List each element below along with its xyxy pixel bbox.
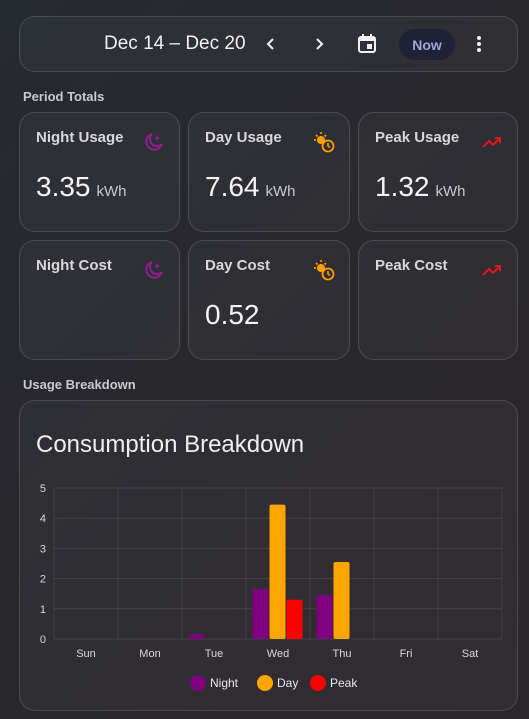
usage-breakdown-heading: Usage Breakdown xyxy=(23,377,136,392)
x-tick-label: Tue xyxy=(205,648,224,660)
trending-up-icon xyxy=(482,137,501,148)
tile-title: Day Usage xyxy=(205,129,282,146)
x-tick-label: Fri xyxy=(400,648,413,660)
consumption-chart: 0 1 2 3 4 5 Sun Mon Tue Wed Thu Fri Sat Night Day Peak xyxy=(40,483,503,691)
bar-night-tue xyxy=(188,634,205,639)
tile-title: Peak Usage xyxy=(375,129,460,146)
tile-title: Night Usage xyxy=(36,129,124,146)
x-tick-label: Mon xyxy=(139,648,160,660)
night-icon xyxy=(145,261,163,279)
bar-night-thu xyxy=(316,595,333,639)
more-vert-icon xyxy=(477,36,481,52)
y-tick-label: 1 xyxy=(40,604,46,616)
period-totals-heading: Period Totals xyxy=(23,89,105,104)
legend-label-peak: Peak xyxy=(330,676,358,690)
y-tick-label: 0 xyxy=(40,634,46,646)
day-icon xyxy=(314,132,335,153)
peak-cost-tile[interactable]: Peak Cost xyxy=(358,240,518,360)
value-number: 7.64 xyxy=(205,171,260,202)
y-tick-label: 2 xyxy=(40,574,46,586)
tile-title: Night Cost xyxy=(36,257,112,274)
x-tick-label: Wed xyxy=(267,648,289,660)
consumption-chart-card: Consumption Breakdown 0 1 2 3 4 5 Sun Mon Tue Wed… xyxy=(19,400,518,711)
x-tick-label: Thu xyxy=(333,648,352,660)
calendar-icon xyxy=(358,34,376,53)
day-cost-tile[interactable]: Day Cost 0.52 xyxy=(188,240,350,360)
chart-title: Consumption Breakdown xyxy=(36,431,305,458)
value-number: 1.32 xyxy=(375,171,430,202)
x-tick-label: Sun xyxy=(76,648,96,660)
night-icon xyxy=(145,133,163,151)
peak-usage-tile[interactable]: Peak Usage 1.32 kWh xyxy=(358,112,518,232)
day-usage-tile[interactable]: Day Usage 7.64 kWh xyxy=(188,112,350,232)
night-cost-tile[interactable]: Night Cost xyxy=(19,240,180,360)
next-period-button[interactable] xyxy=(306,31,332,57)
value-unit: kWh xyxy=(435,183,466,200)
y-tick-label: 3 xyxy=(40,543,46,555)
legend-label-day: Day xyxy=(277,676,298,690)
previous-period-button[interactable] xyxy=(258,31,284,57)
legend-swatch-day xyxy=(257,675,273,691)
value-number: 3.35 xyxy=(36,171,91,202)
tile-title: Peak Cost xyxy=(375,257,448,274)
value-unit: kWh xyxy=(265,183,296,200)
night-usage-tile[interactable]: Night Usage 3.35 kWh xyxy=(19,112,180,232)
day-icon xyxy=(314,260,335,281)
calendar-button[interactable] xyxy=(354,31,380,57)
x-tick-label: Sat xyxy=(462,648,479,660)
period-label: Dec 14 – Dec 20 xyxy=(104,33,246,54)
tile-value: 1.32 kWh xyxy=(375,171,466,203)
bar-day-wed xyxy=(269,504,286,639)
chevron-left-icon xyxy=(266,38,274,50)
tile-value: 0.52 xyxy=(205,299,260,331)
y-tick-label: 4 xyxy=(40,513,46,525)
y-tick-label: 5 xyxy=(40,483,46,495)
tile-title: Day Cost xyxy=(205,257,271,274)
now-button[interactable]: Now xyxy=(399,29,455,60)
more-options-button[interactable] xyxy=(466,31,492,57)
tile-value: 7.64 kWh xyxy=(205,171,296,203)
bar-night-wed xyxy=(252,589,269,639)
legend-swatch-peak xyxy=(310,675,326,691)
value-number: 0.52 xyxy=(205,299,260,330)
legend-swatch-night xyxy=(190,675,206,691)
bar-peak-wed xyxy=(286,599,303,639)
legend-label-night: Night xyxy=(210,676,239,690)
tile-value: 3.35 kWh xyxy=(36,171,127,203)
chevron-right-icon xyxy=(316,38,324,50)
bar-day-thu xyxy=(333,561,350,639)
period-header: Dec 14 – Dec 20 Now xyxy=(19,16,518,72)
trending-up-icon xyxy=(482,265,501,276)
value-unit: kWh xyxy=(96,183,127,200)
